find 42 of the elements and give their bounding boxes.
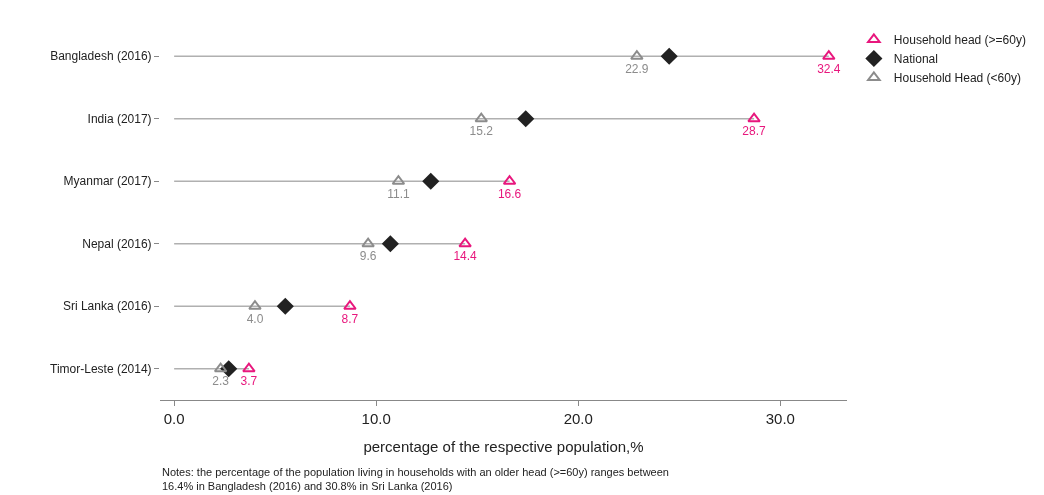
data-label: 9.6 xyxy=(359,249,377,263)
point xyxy=(277,298,294,315)
y-tick-label: Sri Lanka (2016) xyxy=(62,299,152,314)
data-label: 16.6 xyxy=(497,186,522,201)
point xyxy=(822,50,836,60)
data-label: 3.7 xyxy=(240,374,258,388)
point xyxy=(630,50,644,60)
data-label: 28.7 xyxy=(742,124,767,138)
x-tick-label: 0.0 xyxy=(163,410,185,427)
text: Notes: the percentage of the population living in households with an older head (>=60y) ranges between 16.4% in Bangladesh (2016) and 30.8% in Sri Lanka (2016) xyxy=(162,466,669,493)
x-axis-title: percentage of the respective population,% xyxy=(363,438,644,455)
point xyxy=(213,362,228,373)
y-tick-label: Bangladesh (2016) xyxy=(50,49,152,64)
x-tick-label: 20.0 xyxy=(563,410,593,427)
point xyxy=(458,237,472,248)
data-label: 32.4 xyxy=(817,61,841,76)
point xyxy=(474,112,489,123)
point xyxy=(382,235,399,252)
point xyxy=(747,112,761,123)
x-tick-label: 10.0 xyxy=(361,410,391,427)
data-label: 14.4 xyxy=(453,249,478,263)
data-label: 2.3 xyxy=(212,374,230,388)
point xyxy=(422,173,439,190)
data-label: 8.7 xyxy=(341,311,359,326)
legend-label: Household Head (<60y) xyxy=(893,71,1021,86)
y-tick-label: Nepal (2016) xyxy=(82,236,152,251)
data-label: 11.1 xyxy=(387,186,410,201)
y-tick-label: Myanmar (2017) xyxy=(63,174,152,189)
data-label: 22.9 xyxy=(625,61,649,76)
point xyxy=(361,237,375,248)
point xyxy=(661,48,678,65)
legend-label: Household head (>=60y) xyxy=(893,33,1026,48)
point xyxy=(517,110,534,127)
y-tick-label: Timor-Leste (2014) xyxy=(50,361,152,376)
point xyxy=(242,362,256,373)
point xyxy=(343,300,357,310)
y-tick-label: India (2017) xyxy=(87,111,152,126)
legend-label: National xyxy=(893,52,938,67)
data-label: 15.2 xyxy=(469,124,494,138)
data-label: 4.0 xyxy=(246,311,264,326)
point xyxy=(248,300,262,310)
x-tick-label: 30.0 xyxy=(765,410,795,427)
